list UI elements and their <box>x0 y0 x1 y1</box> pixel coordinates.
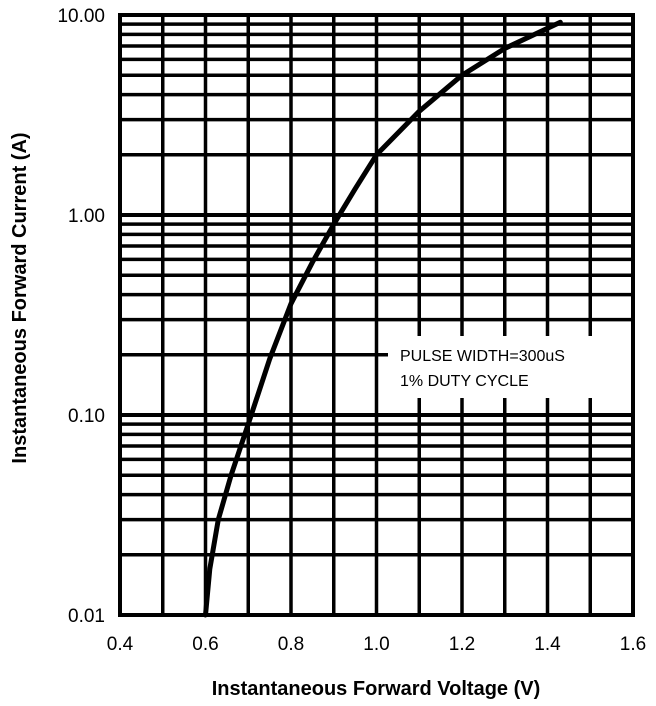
plot-border <box>118 13 635 617</box>
y-tick-label: 1.00 <box>68 206 105 227</box>
plot-frame <box>118 13 635 617</box>
x-axis-label: Instantaneous Forward Voltage (V) <box>212 678 541 700</box>
series <box>203 19 563 618</box>
y-tick-label: 0.10 <box>68 406 105 427</box>
x-tick-label: 0.4 <box>107 634 134 655</box>
y-tick-label: 0.01 <box>68 606 105 627</box>
annotation-box <box>388 336 640 398</box>
annotation-line-1: PULSE WIDTH=300uS <box>400 348 565 365</box>
x-tick-label: 1.4 <box>534 634 561 655</box>
annotation: PULSE WIDTH=300uS 1% DUTY CYCLE <box>388 336 640 398</box>
y-axis-label: Instantaneous Forward Current (A) <box>9 132 31 463</box>
grid <box>120 15 633 615</box>
annotation-line-2: 1% DUTY CYCLE <box>400 373 529 390</box>
x-tick-label: 1.6 <box>620 634 646 655</box>
series-line <box>203 19 563 618</box>
x-tick-label: 0.8 <box>278 634 304 655</box>
tick-labels: 0.4 0.6 0.8 1.0 1.2 1.4 1.6 0.01 0.10 1.00 10.00 <box>57 6 646 655</box>
x-tick-label: 1.0 <box>363 634 389 655</box>
x-tick-label: 1.2 <box>449 634 475 655</box>
x-tick-label: 0.6 <box>192 634 218 655</box>
y-tick-label: 10.00 <box>57 6 105 27</box>
